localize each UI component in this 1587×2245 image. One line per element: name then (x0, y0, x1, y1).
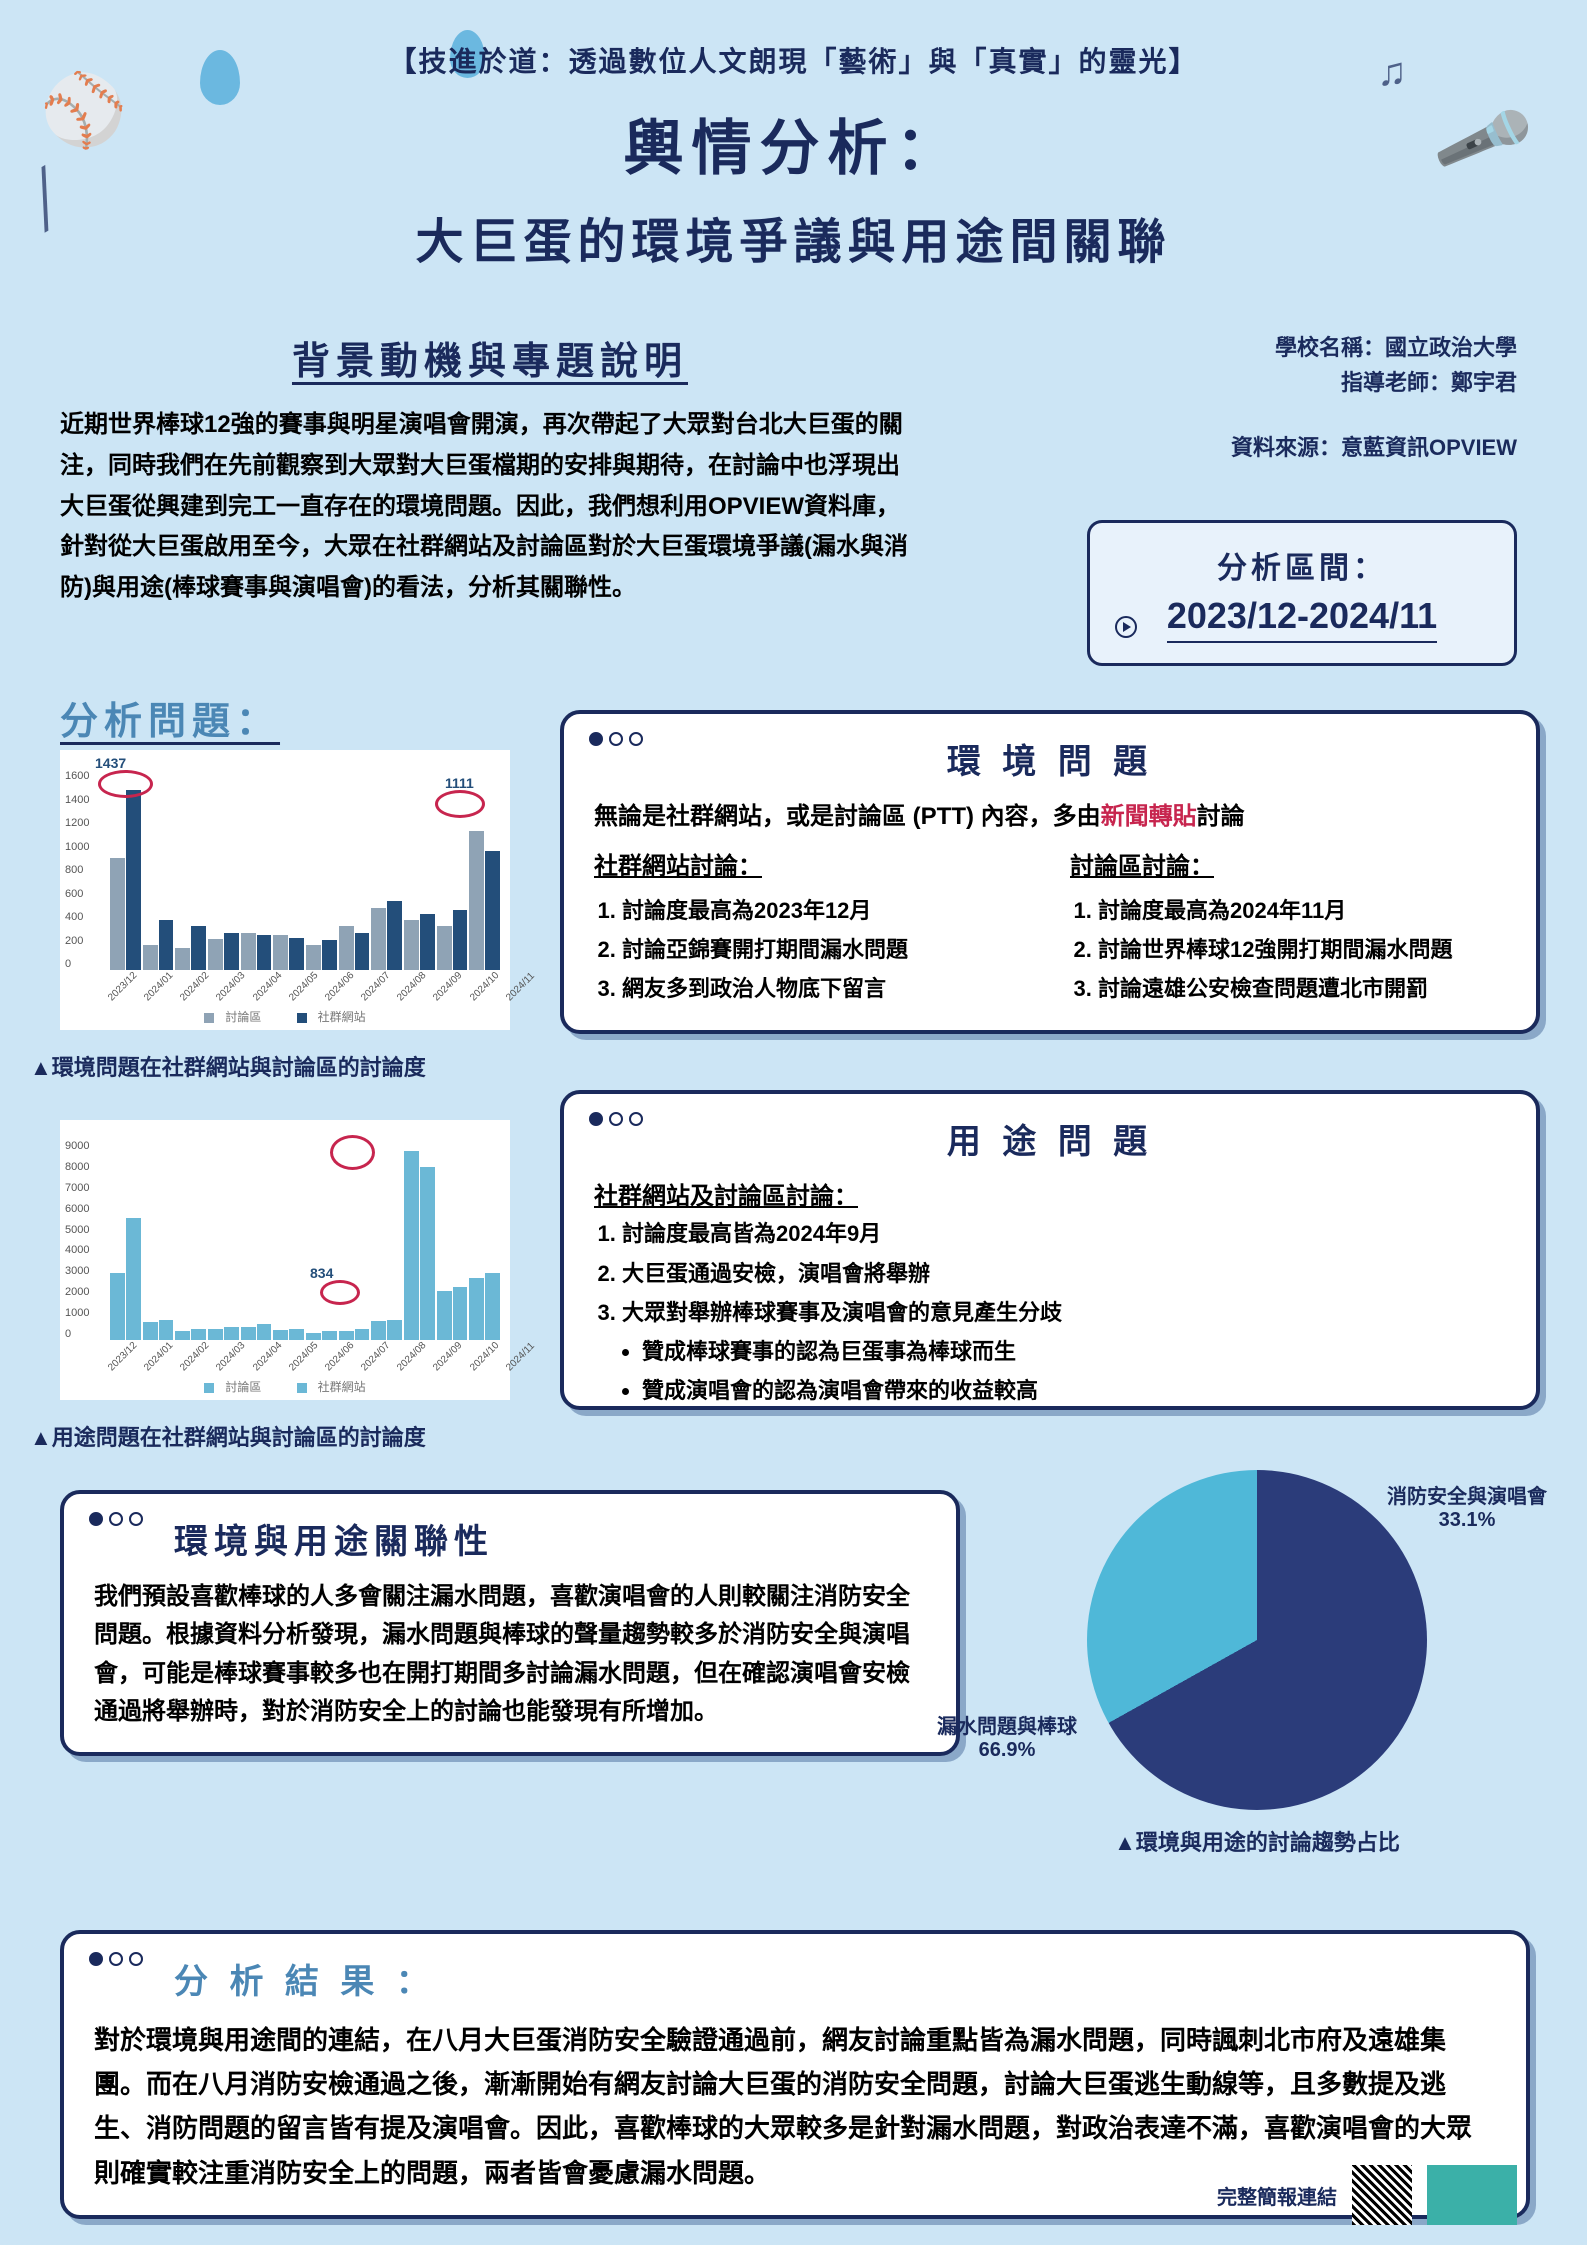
env-box-title: 環 境 問 題 (594, 734, 1506, 783)
pie-caption: ▲環境與用途的討論趨勢占比 (1057, 1825, 1457, 1857)
usage-chart: 0100020003000400050006000700080009000 20… (60, 1120, 510, 1400)
relationship-info-box: 環境與用途關聯性 我們預設喜歡棒球的人多會關注漏水問題，喜歡演唱會的人則較關注消… (60, 1490, 960, 1756)
usage-info-box: 用 途 問 題 社群網站及討論區討論： 討論度最高皆為2024年9月大巨蛋通過安… (560, 1090, 1540, 1410)
school-name: 學校名稱：國立政治大學 (1231, 330, 1517, 365)
play-icon (1115, 616, 1137, 638)
window-dots-icon (89, 1512, 149, 1531)
period-label: 分析區間： (1115, 543, 1489, 587)
window-dots-icon (89, 1952, 149, 1971)
sponsor-logo-icon (1427, 2165, 1517, 2225)
report-link-label: 完整簡報連結 (1217, 2181, 1337, 2210)
qr-code-icon[interactable] (1352, 2165, 1412, 2225)
background-heading: 背景動機與專題說明 (60, 330, 920, 385)
main-title-1: 輿情分析： (60, 100, 1527, 187)
highlight-circle (435, 790, 485, 818)
subtitle: 【技進於道：透過數位人文朗現「藝術」與「真實」的靈光】 (60, 40, 1527, 80)
window-dots-icon (589, 732, 649, 751)
teacher-name: 指導老師：鄭宇君 (1231, 365, 1517, 400)
highlight-circle (320, 1280, 360, 1305)
use-box-title: 用 途 問 題 (594, 1114, 1506, 1163)
header: 【技進於道：透過數位人文朗現「藝術」與「真實」的靈光】 輿情分析： 大巨蛋的環境… (0, 0, 1587, 282)
chart1-val2: 1111 (445, 775, 474, 791)
analysis-question-heading: 分析問題： (60, 690, 280, 745)
metadata: 學校名稱：國立政治大學 指導老師：鄭宇君 資料來源：意藍資訊OPVIEW (1231, 330, 1517, 466)
pie-label-1: 消防安全與演唱會33.1% (1387, 1480, 1547, 1532)
pie-label-2: 漏水問題與棒球66.9% (937, 1710, 1077, 1762)
data-source: 資料來源：意藍資訊OPVIEW (1231, 430, 1517, 465)
pie-chart: 消防安全與演唱會33.1% 漏水問題與棒球66.9% ▲環境與用途的討論趨勢占比 (1057, 1470, 1457, 1870)
window-dots-icon (589, 1112, 649, 1131)
rel-box-text: 我們預設喜歡棒球的人多會關注漏水問題，喜歡演唱會的人則較關注消防安全問題。根據資… (94, 1578, 926, 1732)
period-value: 2023/12-2024/11 (1167, 595, 1437, 643)
result-box-title: 分 析 結 果 ： (94, 1954, 1496, 2003)
chart1-caption: ▲環境問題在社群網站與討論區的討論度 (30, 1050, 426, 1082)
highlight-circle (98, 770, 153, 798)
analysis-period-box: 分析區間： 2023/12-2024/11 (1087, 520, 1517, 666)
footer: 完整簡報連結 (1217, 2165, 1517, 2225)
environment-info-box: 環 境 問 題 無論是社群網站，或是討論區 (PTT) 內容，多由新聞轉貼討論 … (560, 710, 1540, 1034)
background-text: 近期世界棒球12強的賽事與明星演唱會開演，再次帶起了大眾對台北大巨蛋的關注，同時… (60, 405, 920, 609)
highlight-circle (330, 1135, 375, 1170)
chart2-caption: ▲用途問題在社群網站與討論區的討論度 (30, 1420, 426, 1452)
chart1-val1: 1437 (95, 755, 126, 771)
chart2-val1: 834 (310, 1265, 333, 1281)
rel-box-title: 環境與用途關聯性 (94, 1514, 926, 1563)
main-title-2: 大巨蛋的環境爭議與用途間關聯 (60, 202, 1527, 272)
background-section: 背景動機與專題說明 近期世界棒球12強的賽事與明星演唱會開演，再次帶起了大眾對台… (60, 330, 920, 609)
